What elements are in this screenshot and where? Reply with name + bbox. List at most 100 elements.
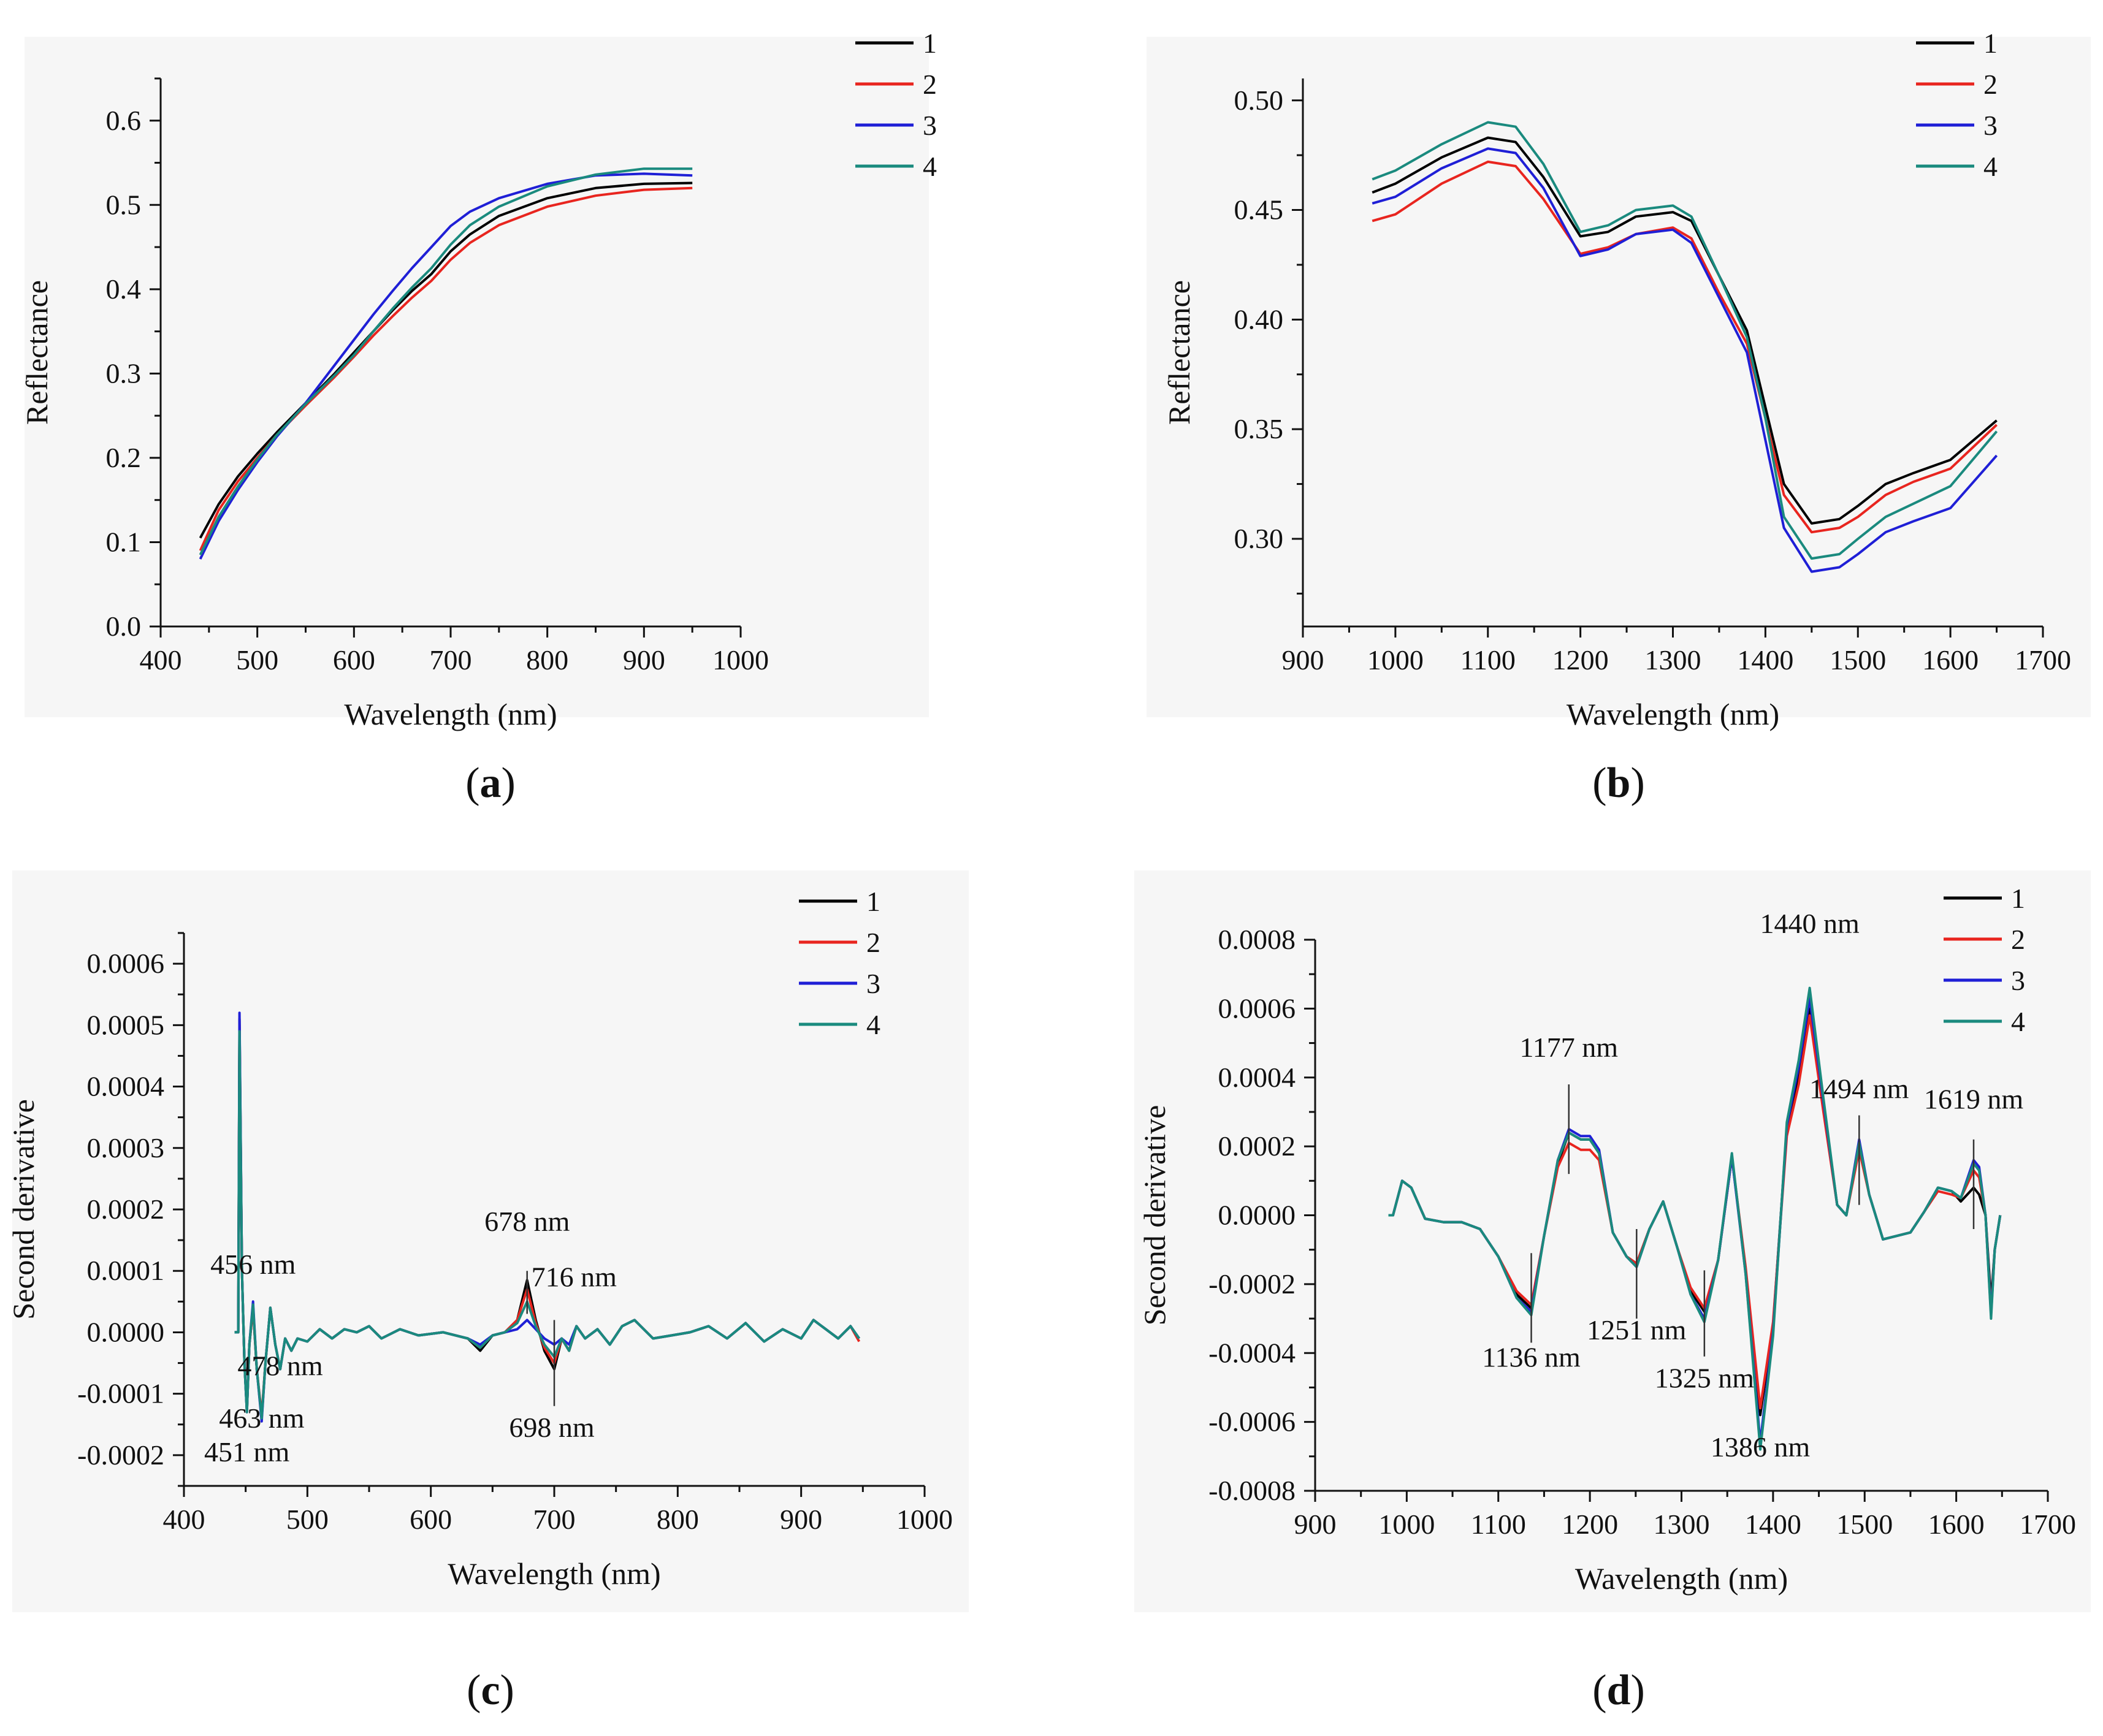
x-tick-label: 400 — [140, 644, 182, 676]
y-tick-label: -0.0002 — [77, 1439, 164, 1471]
annotation-label: 716 nm — [532, 1261, 617, 1292]
y-tick-label: 0.1 — [106, 526, 142, 557]
annotation-label: 451 nm — [204, 1436, 290, 1468]
y-tick-label: 0.45 — [1234, 194, 1284, 226]
x-tick-label: 900 — [1282, 644, 1324, 676]
panel-background — [25, 37, 929, 717]
panel-label: (a) — [465, 760, 516, 807]
y-tick-label: -0.0002 — [1208, 1268, 1296, 1300]
panel-label: (c) — [467, 1667, 514, 1714]
x-axis-title: Wavelength (nm) — [448, 1556, 660, 1591]
x-tick-label: 1000 — [896, 1504, 953, 1535]
panel-label-paren-close: ) — [1630, 1667, 1644, 1714]
y-tick-label: 0.0002 — [87, 1194, 165, 1225]
x-tick-label: 400 — [163, 1504, 205, 1535]
legend-label-2: 2 — [866, 927, 880, 958]
x-tick-label: 1700 — [2015, 644, 2071, 676]
y-axis-title: Second derivative — [1137, 1105, 1172, 1326]
y-axis-title: Second derivative — [6, 1099, 40, 1320]
panel-label-paren-open: ( — [467, 1667, 481, 1714]
panel-background — [1147, 37, 2091, 717]
chart-panel-c: 400 500 600 700 800 900 1000 -0.0002 -0.0001 0.00… — [6, 870, 969, 1714]
annotation-label: 456 nm — [210, 1249, 296, 1280]
annotation-label: 1386 nm — [1711, 1431, 1811, 1463]
x-tick-label: 1000 — [1367, 644, 1424, 676]
x-tick-label: 700 — [533, 1504, 576, 1535]
y-tick-label: 0.0 — [106, 611, 142, 642]
annotation-label: 1177 nm — [1519, 1032, 1618, 1063]
panel-label: (d) — [1592, 1667, 1645, 1714]
y-axis-title: Reflectance — [20, 280, 54, 425]
y-tick-label: -0.0004 — [1208, 1337, 1296, 1368]
x-tick-label: 1500 — [1830, 644, 1886, 676]
legend-label-3: 3 — [923, 110, 937, 141]
y-tick-label: 0.35 — [1234, 413, 1284, 444]
panel-label-paren-open: ( — [1592, 760, 1606, 807]
legend-label-1: 1 — [923, 28, 937, 59]
x-tick-label: 700 — [430, 644, 472, 676]
chart-panel-a: 400 500 600 700 800 900 1000 0.0 0.1 0.2 0.3 0.4 0.5… — [20, 28, 937, 807]
series-line-4 — [199, 167, 693, 555]
legend-label-4: 4 — [1983, 151, 1998, 182]
x-tick-label: 600 — [333, 644, 375, 676]
x-tick-label: 1100 — [1471, 1509, 1526, 1540]
panel-label-paren-close: ) — [502, 760, 516, 807]
x-tick-label: 1400 — [1745, 1509, 1801, 1540]
x-tick-label: 500 — [286, 1504, 329, 1535]
legend-label-3: 3 — [1983, 110, 1998, 141]
y-tick-label: 0.30 — [1234, 523, 1284, 554]
y-tick-label: 0.6 — [106, 105, 142, 136]
y-tick-label: 0.50 — [1234, 85, 1284, 116]
y-tick-label: 0.0001 — [87, 1255, 165, 1286]
annotation-label: 1440 nm — [1760, 908, 1860, 939]
y-tick-label: 0.0000 — [1218, 1200, 1296, 1231]
series-line-4 — [1372, 121, 1998, 560]
panel-background — [1134, 870, 2091, 1612]
y-tick-label: 0.0002 — [1218, 1130, 1296, 1162]
series-line-3 — [199, 172, 693, 560]
x-tick-label: 1500 — [1836, 1509, 1893, 1540]
legend-label-4: 4 — [923, 151, 937, 182]
legend-label-3: 3 — [866, 968, 880, 999]
y-tick-label: 0.4 — [106, 273, 142, 305]
panel-label-paren-open: ( — [1592, 1667, 1606, 1714]
y-tick-label: 0.0004 — [87, 1071, 165, 1102]
x-tick-label: 1300 — [1654, 1509, 1710, 1540]
x-tick-label: 1000 — [1378, 1509, 1435, 1540]
x-tick-label: 1700 — [2020, 1509, 2076, 1540]
y-tick-label: 0.2 — [106, 442, 142, 473]
x-tick-label: 1100 — [1460, 644, 1516, 676]
x-tick-label: 1600 — [1922, 644, 1979, 676]
panel-label-letter: d — [1607, 1667, 1631, 1714]
legend-label-2: 2 — [1983, 69, 1998, 100]
x-tick-label: 800 — [526, 644, 568, 676]
x-tick-label: 900 — [623, 644, 665, 676]
annotation-label: 1325 nm — [1655, 1362, 1755, 1393]
annotation-label: 478 nm — [237, 1350, 323, 1382]
x-axis-title: Wavelength (nm) — [1575, 1561, 1788, 1596]
series-line-3 — [1372, 147, 1998, 573]
x-axis-title: Wavelength (nm) — [344, 697, 557, 731]
x-tick-label: 1200 — [1562, 1509, 1618, 1540]
y-tick-label: 0.40 — [1234, 303, 1284, 335]
panel-background — [12, 870, 969, 1612]
y-tick-label: 0.5 — [106, 189, 142, 220]
y-axis-title: Reflectance — [1162, 280, 1196, 425]
y-tick-label: 0.0000 — [87, 1316, 165, 1347]
x-tick-label: 1000 — [712, 644, 769, 676]
x-tick-label: 1400 — [1737, 644, 1793, 676]
y-tick-label: 0.0006 — [1218, 992, 1296, 1024]
legend-label-1: 1 — [1983, 28, 1998, 59]
x-tick-label: 500 — [236, 644, 278, 676]
x-tick-label: 1600 — [1928, 1509, 1985, 1540]
legend-label-3: 3 — [2011, 965, 2025, 996]
panel-label-letter: b — [1607, 760, 1631, 807]
annotation-label: 698 nm — [509, 1412, 595, 1443]
legend-label-4: 4 — [866, 1009, 880, 1040]
legend-label-4: 4 — [2011, 1006, 2025, 1037]
chart-panel-d: 900 1000 1100 1200 1300 1400 1500 1600 1700 -0.00… — [1134, 870, 2091, 1714]
annotation-label: 1251 nm — [1587, 1314, 1687, 1346]
x-tick-label: 1200 — [1552, 644, 1609, 676]
